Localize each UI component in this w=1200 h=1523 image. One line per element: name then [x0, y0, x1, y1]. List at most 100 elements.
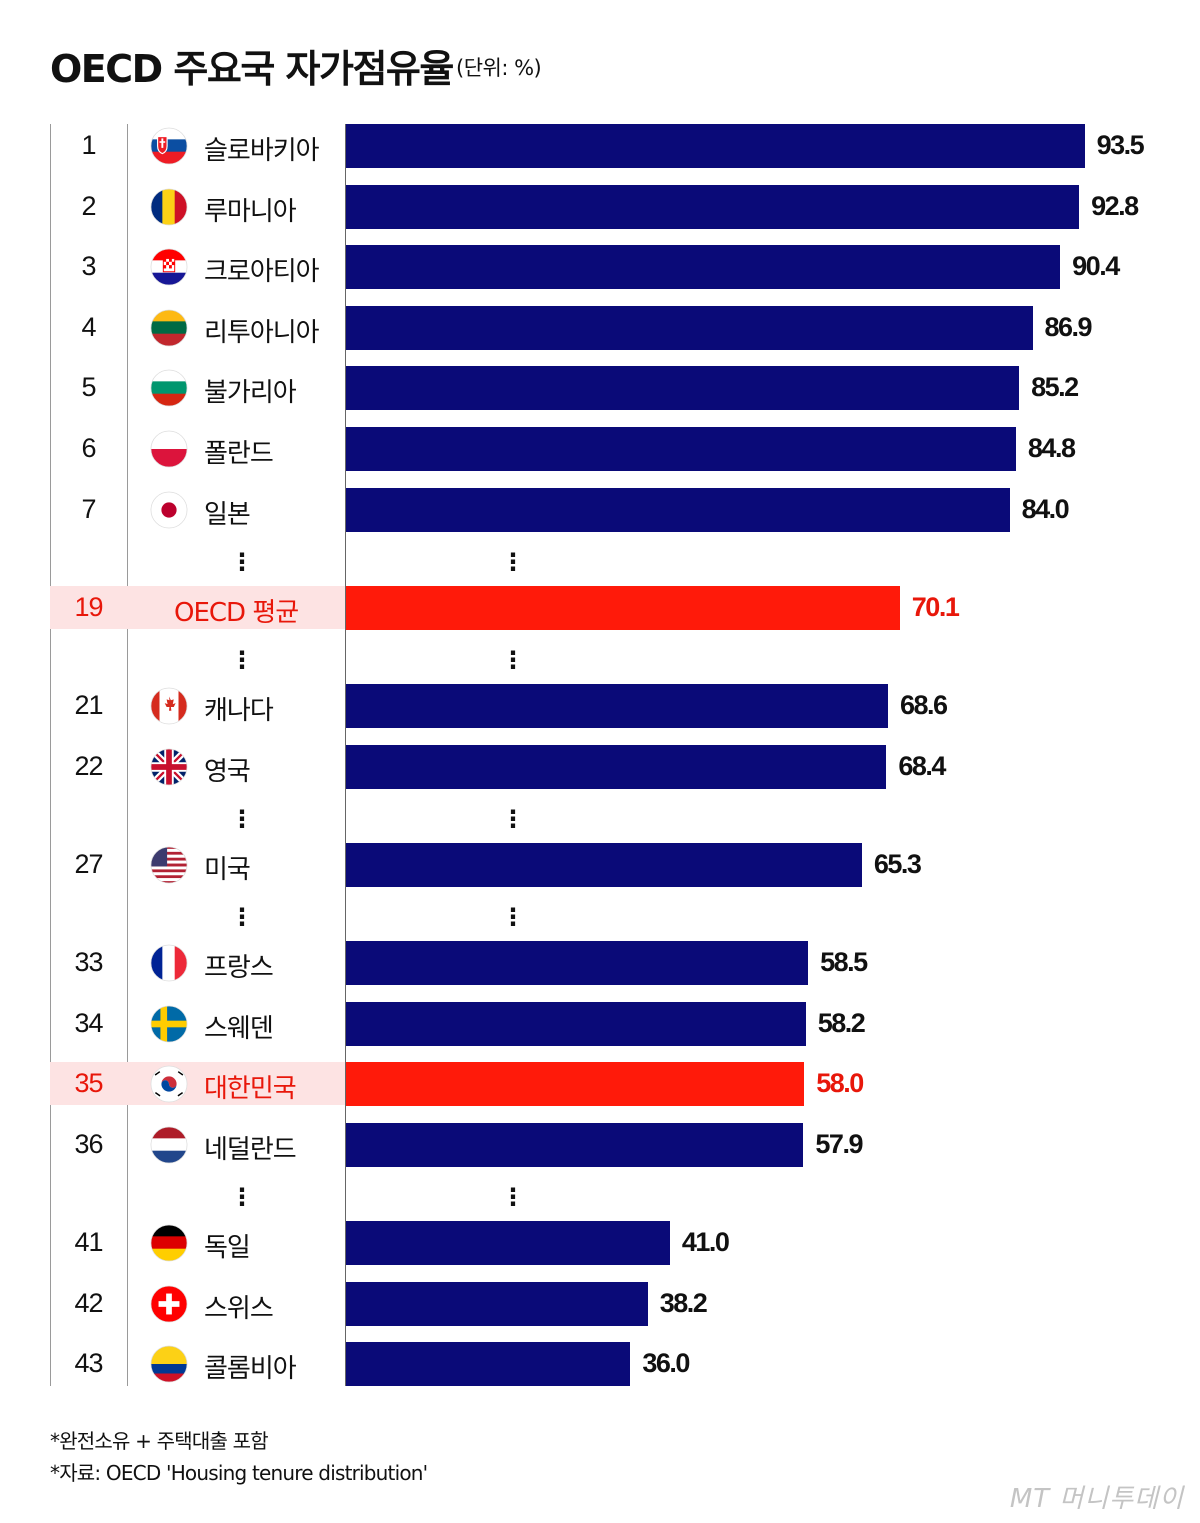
sweden-flag-icon	[150, 1005, 188, 1043]
country-name: 대한민국	[204, 1074, 297, 1105]
bar-gap-dots: ⋮	[501, 1183, 525, 1212]
rank-number: 33	[74, 947, 103, 977]
usa-flag-icon	[150, 846, 188, 884]
country-name: 폴란드	[204, 439, 274, 469]
data-label: 41.0	[681, 1227, 730, 1257]
country-name: 루마니아	[204, 196, 297, 227]
germany-flag-icon	[150, 1224, 188, 1262]
country-name: 독일	[204, 1233, 251, 1263]
bar	[346, 487, 1010, 532]
rank-number: 21	[74, 690, 103, 720]
bar	[346, 1221, 670, 1265]
bar	[346, 124, 1085, 168]
bar	[346, 744, 887, 789]
row-gap-dots: ⋮	[230, 805, 254, 834]
row-gap-dots: ⋮	[230, 1183, 254, 1212]
rank-number: 41	[74, 1227, 103, 1257]
rank-number: 5	[81, 372, 96, 403]
country-name: 스웨덴	[204, 1013, 274, 1044]
canada-flag-icon	[150, 687, 188, 725]
country-name: 불가리아	[204, 378, 297, 409]
rank-number: 6	[81, 433, 96, 463]
country-name: 미국	[204, 854, 251, 885]
bar-gap-dots: ⋮	[501, 646, 525, 675]
bar	[346, 366, 1020, 411]
footnote-source: *자료: OECD 'Housing tenure distribution'	[50, 1461, 428, 1485]
japan-flag-icon	[150, 491, 188, 529]
bar	[346, 1062, 805, 1107]
data-label: 68.6	[899, 690, 948, 720]
switzerland-flag-icon	[150, 1285, 188, 1323]
rank-number: 3	[81, 251, 96, 282]
bar-gap-dots: ⋮	[501, 548, 525, 577]
bar	[346, 427, 1016, 471]
rank-number: 43	[74, 1348, 103, 1379]
country-name: 콜롬비아	[204, 1354, 297, 1385]
bar	[346, 1342, 631, 1387]
data-label: 58.5	[820, 947, 868, 977]
data-label: 85.2	[1031, 372, 1079, 403]
highlight-row-background	[50, 1062, 345, 1106]
data-label: 38.2	[659, 1287, 708, 1318]
rank-number: 42	[74, 1287, 103, 1318]
country-name: 스위스	[204, 1293, 274, 1324]
romania-flag-icon	[150, 188, 188, 226]
country-name: 일본	[204, 499, 251, 530]
rank-number: 4	[81, 311, 96, 342]
rank-number: 27	[74, 848, 103, 879]
poland-flag-icon	[150, 430, 188, 468]
unit-label: (단위: %)	[456, 56, 542, 80]
row-gap-dots: ⋮	[230, 903, 254, 932]
highlight-row-background	[50, 585, 345, 629]
data-label: 36.0	[642, 1348, 690, 1379]
bar	[346, 1122, 804, 1167]
data-label: 86.9	[1044, 311, 1093, 342]
data-label: 58.2	[817, 1007, 866, 1038]
data-label: 65.3	[873, 848, 922, 879]
uk-flag-icon	[150, 748, 188, 786]
country-name: 슬로바키아	[204, 136, 320, 166]
watermark-logo: MT 머니투데이	[1009, 1484, 1184, 1514]
country-name: 캐나다	[204, 696, 274, 726]
bar	[346, 245, 1061, 290]
bar-gap-dots: ⋮	[501, 903, 525, 932]
bar	[346, 684, 888, 728]
bar	[346, 585, 900, 630]
netherlands-flag-icon	[150, 1126, 188, 1164]
bulgaria-flag-icon	[150, 369, 188, 407]
rank-number: 22	[74, 750, 103, 781]
chart-title: OECD 주요국 자가점유율	[50, 47, 454, 91]
row-gap-dots: ⋮	[230, 646, 254, 675]
data-label: 58.0	[816, 1068, 864, 1099]
slovakia-flag-icon	[150, 127, 188, 165]
rank-number: 7	[81, 493, 96, 524]
country-name: 영국	[204, 756, 251, 787]
country-name: 리투아니아	[204, 317, 320, 348]
bar	[346, 1281, 648, 1326]
data-label: 57.9	[815, 1128, 863, 1159]
croatia-flag-icon	[150, 248, 188, 286]
bar	[346, 184, 1080, 229]
row-gap-dots: ⋮	[230, 548, 254, 577]
rank-number: 19	[74, 591, 103, 622]
data-label: 92.8	[1091, 190, 1139, 221]
data-label: 84.0	[1021, 493, 1070, 524]
footnote-ownership: *완전소유 + 주택대출 포함	[50, 1429, 269, 1453]
rank-number: 34	[74, 1007, 103, 1038]
rank-divider-line	[127, 124, 128, 1387]
data-label: 93.5	[1096, 130, 1145, 160]
bar	[346, 941, 809, 985]
axis-baseline	[345, 124, 346, 1387]
colombia-flag-icon	[150, 1345, 188, 1383]
bar	[346, 842, 862, 887]
rank-number: 35	[74, 1068, 103, 1099]
data-label: 84.8	[1027, 433, 1076, 463]
data-label: 90.4	[1072, 251, 1120, 282]
bar	[346, 305, 1033, 350]
country-name: OECD 평균	[174, 597, 299, 628]
rank-number: 2	[81, 190, 96, 221]
country-name: 네덜란드	[204, 1134, 297, 1165]
korea-flag-icon	[150, 1065, 188, 1103]
left-guide-line	[50, 124, 51, 1387]
rank-number: 1	[81, 130, 96, 160]
